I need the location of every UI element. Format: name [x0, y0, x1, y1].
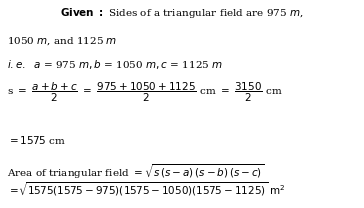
Text: Area of triangular field $= \sqrt{s\,(s-a)\,(s-b)\,(s-c)}$: Area of triangular field $= \sqrt{s\,(s-…: [7, 162, 265, 181]
Text: 1050 $m$, and 1125 $m$: 1050 $m$, and 1125 $m$: [7, 35, 118, 47]
Text: s $=\ \dfrac{a+b+c}{2}\ =\ \dfrac{975+1050+1125}{2}$ cm $=\ \dfrac{3150}{2}$ cm: s $=\ \dfrac{a+b+c}{2}\ =\ \dfrac{975+10…: [7, 81, 283, 104]
Text: $\mathbf{Given\ :}$ Sides of a triangular field are 975 $m$,: $\mathbf{Given\ :}$ Sides of a triangula…: [60, 6, 304, 20]
Text: $= 1575$ cm: $= 1575$ cm: [7, 134, 66, 146]
Text: $=\!\sqrt{1575(1575-975)(1575-1050)(1575-1125)}\ \mathrm{m}^2$: $=\!\sqrt{1575(1575-975)(1575-1050)(1575…: [7, 180, 286, 198]
Text: $i.e.\ \ a$ = 975 $m, b$ = 1050 $m, c$ = 1125 $m$: $i.e.\ \ a$ = 975 $m, b$ = 1050 $m, c$ =…: [7, 58, 223, 71]
